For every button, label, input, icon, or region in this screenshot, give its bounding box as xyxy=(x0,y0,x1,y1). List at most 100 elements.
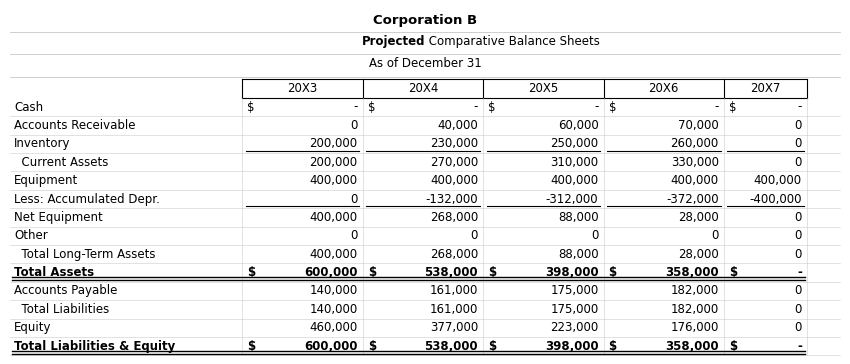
Text: 400,000: 400,000 xyxy=(671,174,719,187)
Text: $: $ xyxy=(609,100,616,114)
Text: 0: 0 xyxy=(795,285,802,297)
Text: $: $ xyxy=(368,100,376,114)
Text: 176,000: 176,000 xyxy=(671,321,719,334)
Text: 20X7: 20X7 xyxy=(751,82,780,95)
Text: 161,000: 161,000 xyxy=(429,303,478,316)
Text: 358,000: 358,000 xyxy=(666,266,719,279)
Text: 268,000: 268,000 xyxy=(430,211,478,224)
Text: 88,000: 88,000 xyxy=(558,248,598,261)
Text: 460,000: 460,000 xyxy=(309,321,358,334)
Text: 0: 0 xyxy=(795,248,802,261)
Text: 400,000: 400,000 xyxy=(430,174,478,187)
Text: Total Long-Term Assets: Total Long-Term Assets xyxy=(14,248,156,261)
Text: 250,000: 250,000 xyxy=(550,137,598,150)
Text: 88,000: 88,000 xyxy=(558,211,598,224)
Text: $: $ xyxy=(247,340,256,353)
Text: Corporation B: Corporation B xyxy=(373,14,477,27)
Text: 200,000: 200,000 xyxy=(309,156,358,169)
Text: 20X3: 20X3 xyxy=(287,82,318,95)
Text: 400,000: 400,000 xyxy=(309,174,358,187)
Text: Current Assets: Current Assets xyxy=(14,156,109,169)
Text: As of December 31: As of December 31 xyxy=(369,57,481,70)
Text: Equity: Equity xyxy=(14,321,52,334)
Text: $: $ xyxy=(729,340,737,353)
Text: 40,000: 40,000 xyxy=(437,119,478,132)
Text: 0: 0 xyxy=(350,119,358,132)
Text: -: - xyxy=(354,100,358,114)
Text: 28,000: 28,000 xyxy=(678,248,719,261)
Text: 0: 0 xyxy=(795,211,802,224)
Text: 20X5: 20X5 xyxy=(528,82,558,95)
Text: $: $ xyxy=(368,266,376,279)
Text: 223,000: 223,000 xyxy=(550,321,598,334)
Text: Total Liabilities: Total Liabilities xyxy=(14,303,110,316)
Text: 0: 0 xyxy=(591,229,598,242)
Text: 260,000: 260,000 xyxy=(671,137,719,150)
Text: $: $ xyxy=(247,100,255,114)
Text: 600,000: 600,000 xyxy=(304,340,358,353)
Text: 20X6: 20X6 xyxy=(649,82,679,95)
Text: 600,000: 600,000 xyxy=(304,266,358,279)
Text: 0: 0 xyxy=(795,229,802,242)
Text: -: - xyxy=(797,100,802,114)
Text: 538,000: 538,000 xyxy=(424,266,478,279)
Text: 70,000: 70,000 xyxy=(678,119,719,132)
Text: 20X4: 20X4 xyxy=(408,82,438,95)
Text: 28,000: 28,000 xyxy=(678,211,719,224)
Text: -400,000: -400,000 xyxy=(750,193,802,206)
Text: -: - xyxy=(715,100,719,114)
Text: 358,000: 358,000 xyxy=(666,340,719,353)
Text: 200,000: 200,000 xyxy=(309,137,358,150)
Text: 398,000: 398,000 xyxy=(545,340,598,353)
Text: Other: Other xyxy=(14,229,48,242)
Text: 175,000: 175,000 xyxy=(550,285,598,297)
Text: 140,000: 140,000 xyxy=(309,285,358,297)
Text: $: $ xyxy=(488,266,496,279)
Text: $: $ xyxy=(609,340,617,353)
Text: -: - xyxy=(797,266,802,279)
Text: $: $ xyxy=(488,100,496,114)
Text: 400,000: 400,000 xyxy=(754,174,802,187)
Text: 60,000: 60,000 xyxy=(558,119,598,132)
Text: 0: 0 xyxy=(471,229,478,242)
Text: 400,000: 400,000 xyxy=(550,174,598,187)
Text: 175,000: 175,000 xyxy=(550,303,598,316)
Text: 182,000: 182,000 xyxy=(671,303,719,316)
Text: 0: 0 xyxy=(795,321,802,334)
Text: -312,000: -312,000 xyxy=(546,193,598,206)
Text: $: $ xyxy=(488,340,496,353)
Text: 0: 0 xyxy=(350,193,358,206)
Text: 268,000: 268,000 xyxy=(430,248,478,261)
Text: Net Equipment: Net Equipment xyxy=(14,211,103,224)
Text: Inventory: Inventory xyxy=(14,137,71,150)
Text: 0: 0 xyxy=(795,119,802,132)
Text: -: - xyxy=(797,340,802,353)
Text: 400,000: 400,000 xyxy=(309,211,358,224)
Text: Comparative Balance Sheets: Comparative Balance Sheets xyxy=(425,35,600,48)
Text: Total Assets: Total Assets xyxy=(14,266,94,279)
Text: 538,000: 538,000 xyxy=(424,340,478,353)
Text: Accounts Receivable: Accounts Receivable xyxy=(14,119,136,132)
Text: 310,000: 310,000 xyxy=(550,156,598,169)
Text: $: $ xyxy=(368,340,376,353)
Text: 270,000: 270,000 xyxy=(430,156,478,169)
Text: -: - xyxy=(473,100,478,114)
Text: 182,000: 182,000 xyxy=(671,285,719,297)
Text: 230,000: 230,000 xyxy=(430,137,478,150)
Text: Cash: Cash xyxy=(14,100,43,114)
Text: 0: 0 xyxy=(350,229,358,242)
Text: -: - xyxy=(594,100,598,114)
Text: 398,000: 398,000 xyxy=(545,266,598,279)
Text: 400,000: 400,000 xyxy=(309,248,358,261)
Text: 330,000: 330,000 xyxy=(671,156,719,169)
Text: $: $ xyxy=(247,266,256,279)
Text: Projected: Projected xyxy=(361,35,425,48)
Text: $: $ xyxy=(729,100,736,114)
Text: 0: 0 xyxy=(795,303,802,316)
Text: Less: Accumulated Depr.: Less: Accumulated Depr. xyxy=(14,193,160,206)
Text: 140,000: 140,000 xyxy=(309,303,358,316)
Text: Accounts Payable: Accounts Payable xyxy=(14,285,117,297)
Text: 0: 0 xyxy=(795,137,802,150)
Text: -132,000: -132,000 xyxy=(425,193,478,206)
Text: 0: 0 xyxy=(795,156,802,169)
